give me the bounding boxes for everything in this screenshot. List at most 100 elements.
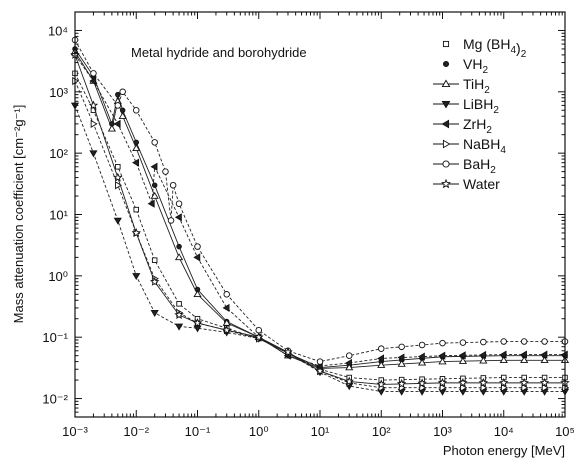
- marker-star: [221, 325, 232, 335]
- x-tick-labels: 10⁻³ 10⁻² 10⁻¹ 10⁰ 10¹ 10² 10³ 10⁴ 10⁵: [62, 424, 575, 439]
- marker-triangle-up: [438, 357, 447, 365]
- marker-star: [376, 379, 386, 389]
- marker-triangle-right: [442, 139, 451, 149]
- marker-square: [176, 301, 182, 307]
- series-7: [70, 49, 570, 389]
- legend-label: VH2: [463, 56, 488, 76]
- plot-frame: [74, 11, 566, 418]
- marker-circle-filled: [115, 91, 121, 98]
- marker-star: [131, 228, 141, 237]
- x-tick-label: 10⁻¹: [185, 424, 211, 439]
- y-tick-label: 10⁻²: [42, 392, 68, 407]
- marker-circle-open: [223, 291, 230, 298]
- marker-triangle-up: [193, 290, 202, 298]
- marker-triangle-right: [90, 119, 98, 128]
- marker-triangle-down: [193, 325, 202, 333]
- marker-circle-open: [398, 343, 405, 351]
- marker-circle-open: [255, 326, 262, 334]
- marker-circle-open: [132, 107, 140, 114]
- marker-star: [440, 178, 452, 189]
- marker-triangle-up: [540, 356, 549, 364]
- legend-label: BaH2: [463, 156, 496, 176]
- plot-series: [70, 36, 570, 396]
- marker-star: [174, 310, 184, 320]
- marker-circle-open: [316, 358, 324, 365]
- marker-triangle-left: [193, 253, 201, 262]
- marker-triangle-left: [499, 350, 507, 359]
- marker-triangle-down: [89, 150, 98, 158]
- marker-star: [437, 377, 448, 387]
- y-tick-label: 10⁰: [48, 269, 68, 284]
- legend-label: TiH2: [463, 76, 490, 96]
- marker-star: [499, 377, 509, 387]
- legend-item: BaH2: [433, 156, 496, 176]
- marker-triangle-left: [438, 351, 446, 360]
- marker-triangle-left: [147, 199, 155, 208]
- x-tick-label: 10⁰: [249, 424, 269, 439]
- marker-circle-open: [119, 88, 126, 96]
- series-6: [71, 36, 569, 365]
- marker-triangle-up: [150, 191, 159, 199]
- legend-item: VH2: [442, 56, 488, 76]
- marker-circle-filled: [176, 243, 182, 250]
- marker-triangle-up: [345, 363, 354, 371]
- marker-triangle-down: [174, 323, 184, 331]
- marker-triangle-left: [540, 350, 548, 359]
- chart-annotation: Metal hydride and borohydride: [131, 45, 307, 60]
- marker-circle-open: [500, 338, 508, 345]
- marker-triangle-up: [118, 112, 127, 119]
- marker-star: [344, 376, 354, 386]
- marker-triangle-up: [458, 356, 468, 364]
- marker-circle-open: [169, 181, 177, 189]
- marker-square: [115, 164, 121, 170]
- series-0: [72, 70, 568, 383]
- marker-triangle-left: [174, 213, 182, 222]
- marker-triangle-up: [132, 144, 141, 152]
- y-tick-label: 10⁻¹: [42, 330, 68, 345]
- marker-circle-open: [194, 243, 201, 250]
- marker-square: [151, 257, 158, 263]
- y-tick-label: 10²: [49, 146, 68, 161]
- marker-triangle-left: [458, 351, 466, 360]
- x-tick-label: 10⁴: [494, 424, 514, 439]
- y-tick-label: 10⁴: [48, 23, 68, 38]
- legend-label: Water: [463, 176, 500, 192]
- marker-star: [149, 276, 160, 286]
- marker-triangle-down: [132, 273, 141, 281]
- x-tick-label: 10⁻³: [62, 424, 88, 439]
- marker-star: [539, 377, 550, 387]
- legend-label: ZrH2: [463, 116, 492, 136]
- marker-star: [113, 172, 123, 182]
- y-tick-labels: 10⁻² 10⁻¹ 10⁰ 10¹ 10² 10³ 10⁴: [42, 23, 68, 406]
- series-7-line: [74, 54, 565, 385]
- marker-triangle-left: [222, 303, 230, 313]
- marker-triangle-left: [519, 350, 527, 359]
- marker-triangle-left: [345, 358, 352, 368]
- marker-circle-open: [167, 217, 175, 224]
- marker-triangle-up: [107, 124, 116, 132]
- marker-triangle-left: [441, 119, 450, 129]
- marker-star: [283, 347, 293, 357]
- marker-circle-open: [541, 338, 548, 345]
- marker-triangle-up: [397, 359, 406, 367]
- marker-circle-open: [175, 200, 183, 207]
- series-6-line: [74, 39, 565, 363]
- y-axis-label: Mass attenuation coefficient [cm⁻²g⁻¹]: [11, 105, 26, 324]
- marker-triangle-up: [479, 356, 488, 364]
- series-5-line: [74, 80, 565, 389]
- series-2: [70, 47, 570, 372]
- legend-item: LiBH2: [433, 96, 499, 116]
- marker-triangle-up: [417, 358, 427, 366]
- x-tick-label: 10⁵: [555, 424, 575, 439]
- marker-triangle-left: [479, 350, 487, 360]
- marker-star: [396, 378, 407, 388]
- marker-star: [458, 377, 468, 387]
- marker-triangle-right: [521, 383, 529, 392]
- legend-item: ZrH2: [433, 116, 492, 136]
- legend-item: Water: [433, 176, 500, 192]
- marker-square: [442, 40, 450, 48]
- marker-star: [88, 100, 99, 110]
- marker-circle-open: [418, 341, 426, 349]
- marker-triangle-left: [417, 352, 425, 361]
- x-axis-label: Photon energy [MeV]: [443, 443, 565, 458]
